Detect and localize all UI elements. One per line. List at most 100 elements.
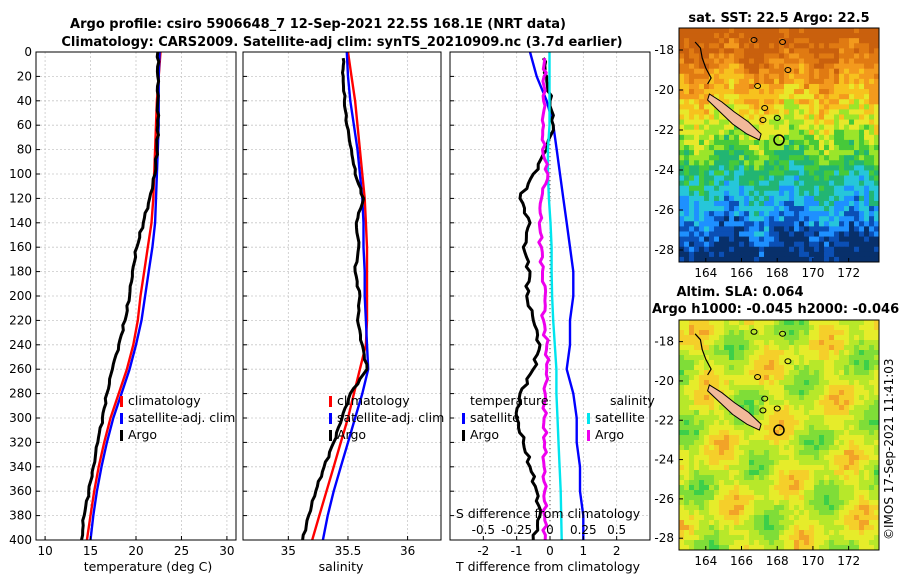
map-cell xyxy=(799,390,805,396)
map-cell xyxy=(704,485,710,491)
map-cell xyxy=(809,211,815,217)
map-cell xyxy=(734,216,740,222)
map-cell xyxy=(804,375,810,381)
map-cell xyxy=(729,510,735,516)
map-cell xyxy=(799,435,805,441)
map-cell xyxy=(854,340,860,346)
map-cell xyxy=(834,190,840,197)
map-cell xyxy=(739,505,745,511)
map-cell xyxy=(759,139,765,146)
map-cell xyxy=(724,505,730,511)
map-cell xyxy=(799,175,805,182)
map-cell xyxy=(749,73,755,80)
map-cell xyxy=(779,190,785,197)
map-cell xyxy=(684,345,690,351)
map-cell xyxy=(824,63,830,70)
map-cell xyxy=(729,495,735,501)
map-cell xyxy=(839,530,845,536)
map-cell xyxy=(854,129,860,136)
map-cell xyxy=(704,495,710,501)
map-cell xyxy=(684,355,690,361)
map-cell xyxy=(784,63,790,70)
map-cell xyxy=(804,99,810,105)
map-cell xyxy=(719,435,725,441)
map-cell xyxy=(689,114,695,121)
map-cell xyxy=(744,400,750,406)
map-cell xyxy=(869,139,875,146)
map-cell xyxy=(834,530,840,536)
map-cell xyxy=(784,33,790,39)
map-cell xyxy=(704,99,710,105)
map-cell xyxy=(699,410,705,416)
map-field xyxy=(679,320,879,550)
map-cell xyxy=(844,355,850,361)
map-cell xyxy=(679,256,685,262)
map-cell xyxy=(849,104,855,110)
map-cell xyxy=(734,28,740,34)
map-cell xyxy=(854,420,860,426)
map-cell xyxy=(694,124,700,131)
map-cell xyxy=(859,43,865,49)
map-cell xyxy=(689,330,695,336)
map-cell xyxy=(714,241,720,248)
map-cell xyxy=(789,425,795,431)
map-cell xyxy=(754,360,760,366)
map-cell xyxy=(849,375,855,381)
map-cell xyxy=(839,540,845,546)
map-cell xyxy=(854,114,860,121)
map-cell xyxy=(744,216,750,222)
map-cell xyxy=(739,440,745,446)
map-cell xyxy=(859,119,865,126)
map-cell xyxy=(834,440,840,446)
map-cell xyxy=(754,415,760,421)
map-cell xyxy=(729,355,735,361)
map-cell xyxy=(724,490,730,496)
map-cell xyxy=(724,425,730,431)
map-cell xyxy=(679,325,685,331)
map-cell xyxy=(789,335,795,341)
map-cell xyxy=(844,28,850,34)
imos-credit: ©IMOS 17-Sep-2021 11:41:03 xyxy=(882,358,896,540)
map-cell xyxy=(729,195,735,202)
map-cell xyxy=(804,395,810,401)
map-cell xyxy=(719,380,725,386)
map-cell xyxy=(704,465,710,471)
map-cell xyxy=(724,435,730,441)
map-cell xyxy=(689,455,695,461)
map-cell xyxy=(754,480,760,486)
map-cell xyxy=(849,165,855,172)
map-cell xyxy=(724,345,730,351)
map-cell xyxy=(769,465,775,471)
map-cell xyxy=(679,480,685,486)
map-cell xyxy=(779,445,785,451)
map-cell xyxy=(749,510,755,516)
map-cell xyxy=(699,226,705,233)
map-cell xyxy=(829,495,835,501)
map-cell xyxy=(734,190,740,197)
map-cell xyxy=(784,420,790,426)
map-cell xyxy=(784,445,790,451)
map-cell xyxy=(834,195,840,202)
map-cell xyxy=(734,530,740,536)
map-cell xyxy=(714,340,720,346)
map-cell xyxy=(769,365,775,371)
map-cell xyxy=(769,350,775,356)
map-cell xyxy=(734,38,740,44)
map-cell xyxy=(794,53,800,60)
map-cell xyxy=(719,405,725,411)
map-cell xyxy=(849,68,855,75)
map-cell xyxy=(694,405,700,411)
map-cell xyxy=(779,129,785,136)
map-cell xyxy=(779,365,785,371)
map-cell xyxy=(764,63,770,70)
map-cell xyxy=(774,38,780,44)
map-cell xyxy=(794,330,800,336)
map-cell xyxy=(744,350,750,356)
map-cell xyxy=(704,480,710,486)
map-cell xyxy=(689,251,695,258)
map-cell xyxy=(819,380,825,386)
map-cell xyxy=(849,540,855,546)
map-cell xyxy=(794,150,800,156)
map-cell xyxy=(744,360,750,366)
map-cell xyxy=(794,236,800,243)
